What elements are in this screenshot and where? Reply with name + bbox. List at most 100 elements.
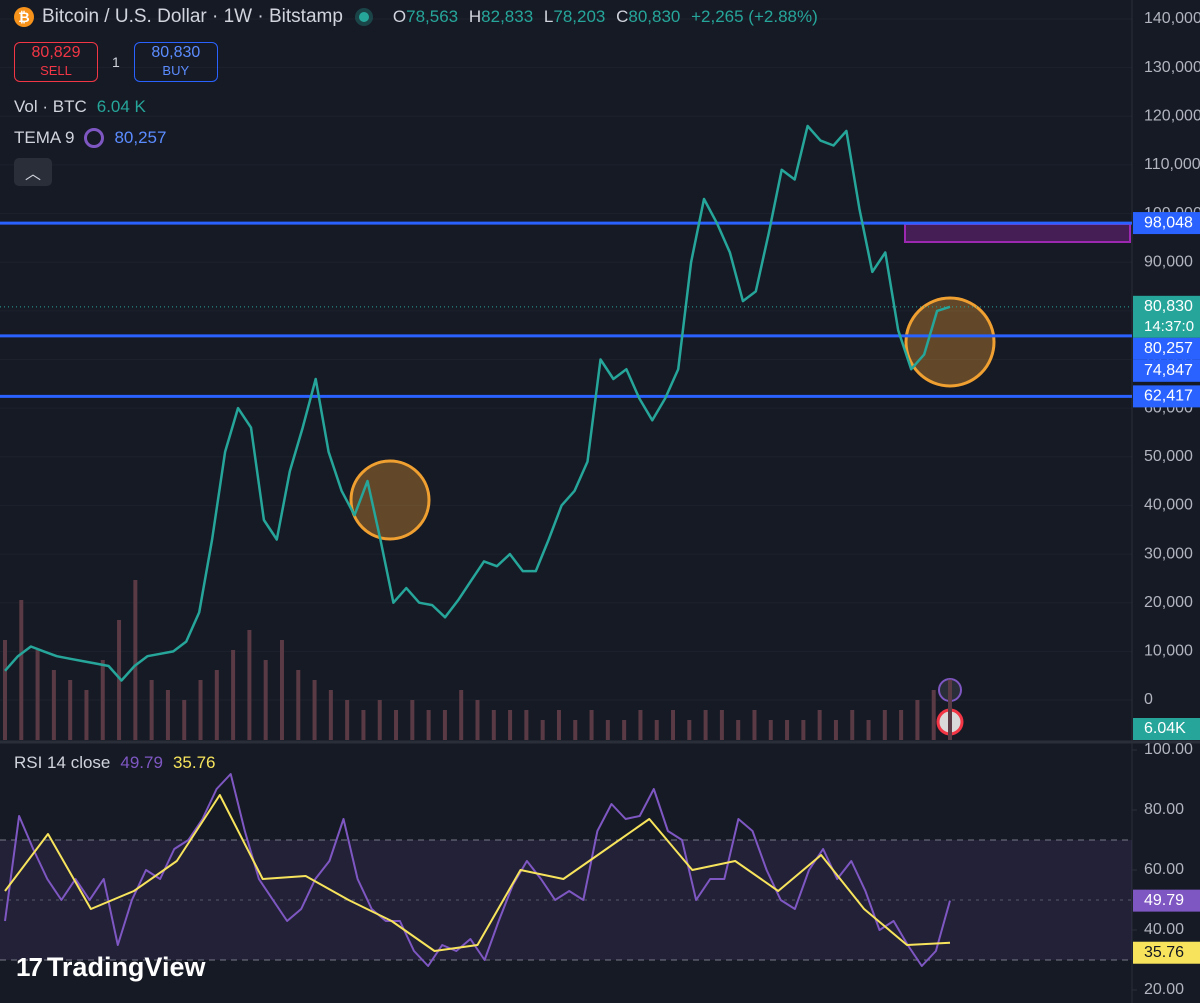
y-tick-label: 120,000 xyxy=(1144,108,1200,125)
indicator-value: 80,257 xyxy=(114,128,167,147)
series-line xyxy=(4,794,951,952)
sell-label: SELL xyxy=(40,63,72,78)
volume-bar xyxy=(182,700,187,740)
market-status xyxy=(358,12,369,22)
rsi-value: 49.79 xyxy=(120,753,163,772)
loading-icon xyxy=(84,128,105,148)
quantity: 1 xyxy=(112,54,120,70)
sell-button[interactable]: 80,829 SELL xyxy=(14,42,98,82)
price-label-box xyxy=(1133,212,1200,235)
y-tick-label: 20,000 xyxy=(1144,594,1193,611)
price-label-box xyxy=(1133,359,1200,382)
volume-bar xyxy=(931,690,936,740)
supply-zone xyxy=(904,223,1131,243)
volume-legend[interactable]: Vol · BTC 6.04 K xyxy=(14,97,146,117)
volume-bar xyxy=(801,720,806,740)
rsi-band xyxy=(0,840,1132,960)
indicator-value: 6.04 K xyxy=(96,97,146,116)
volume-bar xyxy=(19,600,24,740)
rsi-legend[interactable]: RSI 14 close 49.79 35.76 xyxy=(14,753,215,773)
tema-legend[interactable]: TEMA 9 80,257 xyxy=(14,128,166,148)
volume-bar xyxy=(605,720,610,740)
symbol-header: ₿ Bitcoin / U.S. Dollar · 1W · Bitstamp … xyxy=(14,6,818,28)
volume-bar xyxy=(51,670,56,740)
buy-button[interactable]: 80,830 BUY xyxy=(133,42,218,82)
series-line xyxy=(4,773,951,967)
volume-bar xyxy=(589,710,594,740)
volume-bar xyxy=(263,660,268,740)
price-label-box xyxy=(1133,385,1200,408)
brand-logo: 17 TradingView xyxy=(16,952,205,983)
volume-bar xyxy=(573,720,578,740)
rsi-label-box xyxy=(1133,941,1200,964)
y-tick-label: 40.00 xyxy=(1144,921,1184,938)
symbol-title: Bitcoin / U.S. Dollar · 1W · Bitstamp xyxy=(42,6,343,27)
y-tick-label: 50,000 xyxy=(1144,448,1193,465)
y-tick-label: 140,000 xyxy=(1144,10,1200,27)
volume-bar xyxy=(671,710,676,740)
volume-bar xyxy=(345,700,350,740)
rsi-label: 35.76 xyxy=(1144,944,1184,961)
volume-bar xyxy=(247,630,252,740)
y-tick-label: 90,000 xyxy=(1144,253,1193,270)
price-label: 74,847 xyxy=(1144,362,1193,379)
volume-bar xyxy=(736,720,741,740)
indicator-name: TEMA 9 xyxy=(14,128,75,147)
volume-bar xyxy=(361,710,366,740)
ohlc-key: L xyxy=(543,7,554,26)
y-tick-label: 40,000 xyxy=(1144,497,1193,514)
volume-bar xyxy=(279,640,284,740)
volume-bar xyxy=(3,640,7,740)
volume-bar xyxy=(915,700,920,740)
price-label: 62,417 xyxy=(1144,388,1193,405)
volume-bar xyxy=(833,720,838,740)
y-tick-label: 60.00 xyxy=(1144,861,1184,878)
volume-bar xyxy=(687,720,692,740)
volume-bar xyxy=(198,680,203,740)
volume-bar xyxy=(117,620,122,740)
rsi-label-box xyxy=(1133,889,1200,912)
volume-label-box xyxy=(1133,718,1200,740)
volume-bar xyxy=(785,720,790,740)
rsi-title: RSI 14 close xyxy=(14,753,111,772)
highlight-circle xyxy=(349,459,431,541)
coin-icon: ₿ xyxy=(14,7,34,27)
volume-bar xyxy=(312,680,317,740)
volume-bar xyxy=(719,710,724,740)
volume-bar xyxy=(508,710,513,740)
volume-bar xyxy=(100,660,105,740)
buy-label: BUY xyxy=(162,63,190,78)
brand-name: TradingView xyxy=(46,952,206,982)
y-tick-label: 0 xyxy=(1144,691,1153,708)
volume-bar xyxy=(214,670,219,740)
trade-buttons: 80,829 SELL 1 80,830 BUY xyxy=(14,42,218,82)
price-label: 80,257 xyxy=(1144,340,1193,357)
volume-bar xyxy=(377,700,382,740)
volume-bar xyxy=(133,580,138,740)
volume-bar xyxy=(703,710,708,740)
price-label: 80,830 xyxy=(1144,298,1193,315)
ohlc-key: O xyxy=(392,7,407,26)
volume-bar xyxy=(638,710,643,740)
highlight-circle xyxy=(904,296,996,388)
ohlc-value: 78,563 xyxy=(406,7,459,26)
volume-bar xyxy=(882,710,887,740)
ohlc-key: C xyxy=(616,7,629,26)
collapse-legend-button[interactable]: ︿ xyxy=(14,158,52,186)
volume-bar xyxy=(328,690,333,740)
sell-price: 80,829 xyxy=(31,44,81,61)
volume-bar xyxy=(899,710,904,740)
y-tick-label: 20.00 xyxy=(1144,981,1184,998)
ohlc-value: 78,203 xyxy=(553,7,606,26)
volume-bar xyxy=(426,710,431,740)
volume-bar xyxy=(817,710,822,740)
volume-bar xyxy=(410,700,415,740)
ohlc-value: 82,833 xyxy=(481,7,534,26)
brand-mark: 17 xyxy=(16,952,43,982)
volume-bar xyxy=(84,690,89,740)
price-label: 98,048 xyxy=(1144,214,1193,231)
rsi-label: 49.79 xyxy=(1144,892,1184,909)
y-tick-label: 80.00 xyxy=(1144,801,1184,818)
